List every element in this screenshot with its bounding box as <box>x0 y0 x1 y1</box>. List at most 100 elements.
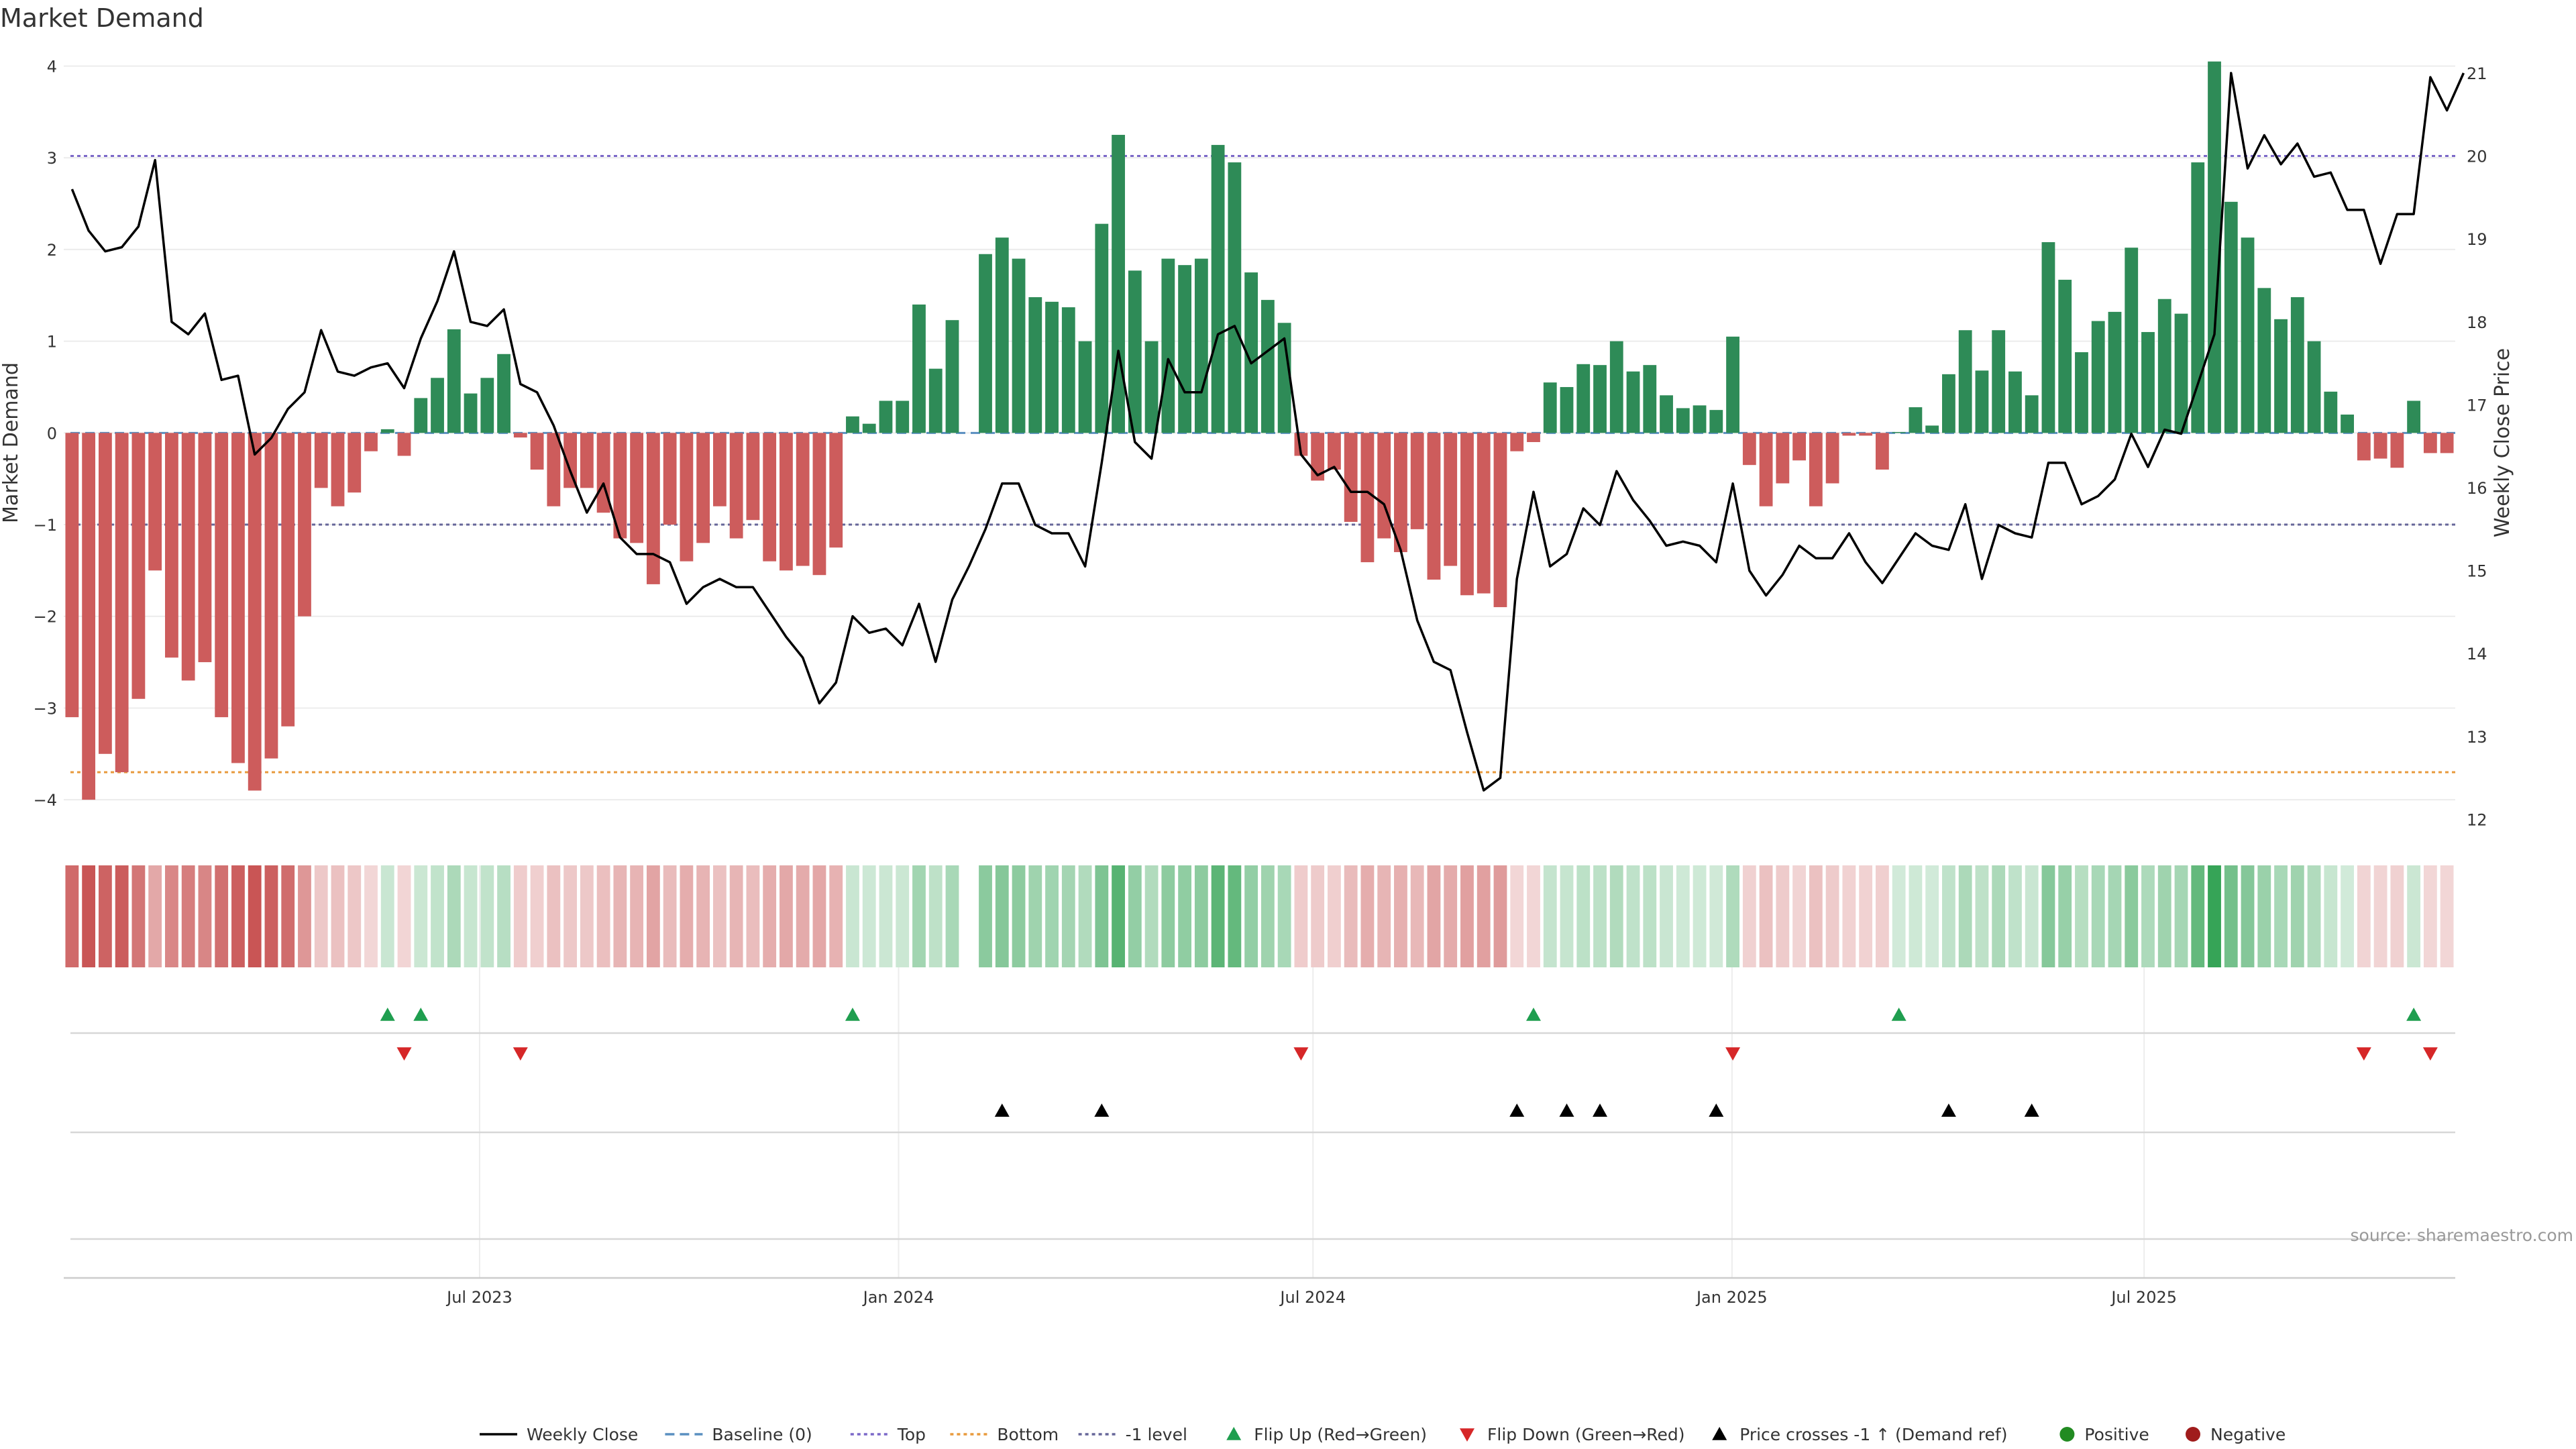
heat-cell <box>1328 865 1341 967</box>
demand-bar <box>1228 162 1242 433</box>
heat-cell <box>712 865 727 967</box>
y2-axis-title: Weekly Close Price <box>2491 348 2514 537</box>
demand-bar <box>148 433 162 571</box>
demand-bar <box>165 433 178 658</box>
demand-bar <box>2191 162 2205 433</box>
demand-bar <box>1909 407 1923 433</box>
demand-bar <box>2341 414 2354 433</box>
price-cross-legend-swatch <box>1712 1427 1727 1440</box>
heat-cell <box>1676 865 1690 967</box>
demand-bar <box>1842 433 1856 436</box>
demand-bar <box>2224 201 2238 433</box>
demand-bar <box>1942 374 1955 433</box>
heat-cell <box>215 865 229 967</box>
heat-cell <box>1410 865 1424 967</box>
y-tick-label: −2 <box>34 608 57 627</box>
heat-cell <box>148 865 162 967</box>
chart-title: Market Demand <box>0 3 204 33</box>
heat-cell <box>2058 865 2072 967</box>
demand-bar <box>281 433 295 727</box>
heat-cell <box>1194 865 1208 967</box>
x-axis: Jul 2023 Jan 2024 Jul 2024 Jan 2025 Jul 2025 <box>64 1277 2455 1307</box>
demand-bar <box>2025 395 2039 433</box>
flip-up-marker <box>413 1008 429 1021</box>
demand-bar <box>547 433 561 506</box>
price-cross-legend-label: Price crosses -1 ↑ (Demand ref) <box>1739 1425 2007 1444</box>
heat-cell <box>646 865 660 967</box>
price-cross-marker <box>1709 1104 1724 1117</box>
heat-cell <box>1178 865 1191 967</box>
heat-cell <box>1095 865 1109 967</box>
y2-tick-label: 12 <box>2467 810 2487 829</box>
y-tick-label: −4 <box>34 791 57 810</box>
positive-legend-swatch <box>2059 1427 2075 1442</box>
heat-cell <box>879 865 893 967</box>
demand-bar <box>264 433 278 759</box>
demand-bar <box>115 433 129 773</box>
demand-bar <box>613 433 627 539</box>
heat-cell <box>1693 865 1707 967</box>
heat-cell <box>812 865 826 967</box>
heat-cell <box>513 865 527 967</box>
demand-bar <box>2257 288 2271 433</box>
heat-cell <box>829 865 843 967</box>
legend: Weekly Close Baseline (0) Top Bottom -1 leve… <box>480 1425 2286 1444</box>
heat-cell <box>314 865 328 967</box>
heat-cell <box>2423 865 2437 967</box>
demand-bar <box>65 433 79 718</box>
demand-bar <box>1626 371 1640 433</box>
heat-cell <box>380 865 394 967</box>
heat-cell <box>912 865 926 967</box>
demand-bar <box>1161 258 1175 433</box>
heat-cell <box>2091 865 2105 967</box>
demand-bar <box>1975 370 1989 433</box>
heat-cell <box>497 865 511 967</box>
demand-bar <box>945 320 959 433</box>
demand-bar <box>314 433 328 488</box>
price-cross-panel <box>70 1104 2455 1134</box>
demand-bar <box>1128 270 1142 433</box>
demand-bar <box>2108 311 2122 433</box>
heat-cell <box>364 865 378 967</box>
demand-bar <box>1875 433 1889 470</box>
heat-cell <box>447 865 461 967</box>
demand-bar <box>780 433 793 571</box>
demand-bar <box>1560 386 1574 433</box>
legend-item-positive: Positive <box>2059 1425 2149 1444</box>
demand-bar <box>2440 433 2454 453</box>
demand-bar <box>1211 145 1225 433</box>
price-cross-marker <box>2024 1104 2039 1117</box>
demand-bar <box>364 433 378 451</box>
heat-cell <box>1045 865 1059 967</box>
heat-cell <box>248 865 262 967</box>
y2-tick-label: 18 <box>2467 313 2487 332</box>
heat-cell <box>165 865 178 967</box>
heat-cell <box>298 865 311 967</box>
demand-bar <box>746 433 760 521</box>
demand-bar <box>896 400 910 433</box>
demand-bar <box>879 400 893 433</box>
baseline-legend-label: Baseline (0) <box>712 1425 812 1444</box>
heat-cell <box>1892 865 1906 967</box>
heat-cell <box>347 865 362 967</box>
heat-cell <box>1726 865 1739 967</box>
demand-bar <box>1260 300 1275 433</box>
heat-cell <box>1809 865 1823 967</box>
heat-cell <box>1028 865 1042 967</box>
heat-cell <box>1626 865 1640 967</box>
flip-down-legend-label: Flip Down (Green→Red) <box>1487 1425 1685 1444</box>
heat-cell <box>2274 865 2288 967</box>
demand-bar <box>1427 433 1441 580</box>
flip-marker-panel <box>70 1008 2455 1061</box>
demand-bar <box>1095 223 1109 433</box>
x-tick-label: Jan 2024 <box>862 1288 934 1307</box>
demand-bar <box>696 433 710 543</box>
y2-tick-label: 19 <box>2467 230 2487 249</box>
flip-down-marker <box>2422 1047 2438 1061</box>
heat-cell <box>1112 865 1125 967</box>
heat-cell <box>663 865 677 967</box>
flip-down-marker <box>1725 1047 1741 1061</box>
demand-bar <box>2141 331 2155 433</box>
y-tick-label: −1 <box>34 516 57 535</box>
